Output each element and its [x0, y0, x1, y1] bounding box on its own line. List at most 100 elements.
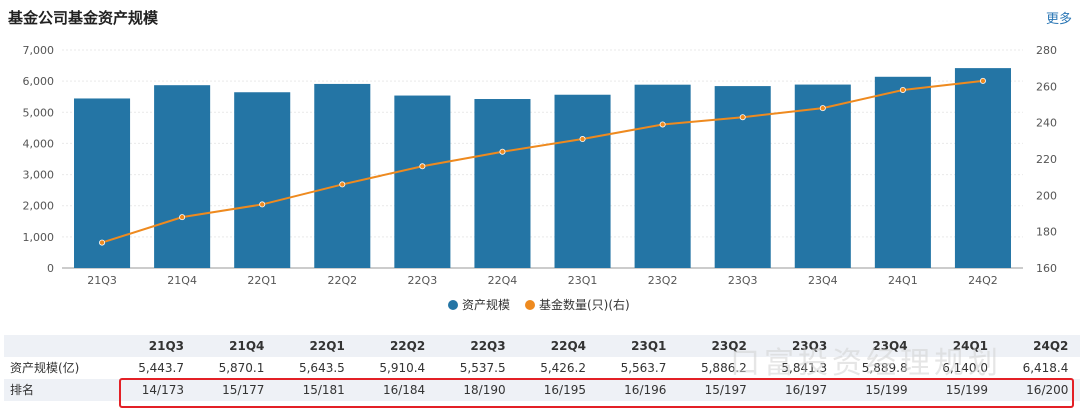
bar — [154, 85, 211, 268]
y-left-tick-label: 5,000 — [23, 106, 55, 119]
x-tick-label: 21Q3 — [87, 274, 117, 287]
watermark: 口富投资经理规划 — [730, 346, 1002, 381]
line-point — [899, 86, 906, 93]
line-point — [99, 239, 106, 246]
x-tick-label: 23Q3 — [728, 274, 758, 287]
table-row-asset: 资产规模(亿) 5,443.7 5,870.1 5,643.5 5,910.4 5,53… — [4, 357, 1080, 379]
y-left-tick-label: 3,000 — [23, 169, 55, 182]
bar — [394, 95, 451, 268]
table-cell: 18/190 — [463, 383, 506, 397]
table-header-cell: 23Q2 — [711, 339, 747, 353]
y-right-tick-label: 180 — [1036, 226, 1057, 239]
y-left-tick-label: 2,000 — [23, 200, 55, 213]
x-tick-label: 23Q4 — [808, 274, 838, 287]
y-left-tick-label: 0 — [47, 262, 54, 275]
table-cell: 15/199 — [865, 383, 908, 397]
line-point — [259, 201, 266, 208]
bar — [634, 84, 691, 268]
table-header-cell: 22Q3 — [470, 339, 506, 353]
table-cell: 16/196 — [624, 383, 667, 397]
table-header-cell: 23Q3 — [791, 339, 828, 353]
table-cell: 5,643.5 — [298, 361, 345, 375]
legend-marker-bar — [448, 300, 458, 310]
panel-title: 基金公司基金资产规模 — [8, 9, 159, 27]
y-left-tick-label: 7,000 — [23, 44, 55, 57]
legend-marker-line — [525, 300, 535, 310]
table-header-cell: 22Q4 — [550, 339, 586, 353]
x-tick-label: 22Q4 — [488, 274, 518, 287]
table-cell: 15/181 — [302, 383, 345, 397]
line-point — [819, 105, 826, 112]
table-cell: 5,841.3 — [781, 361, 828, 375]
bar — [474, 99, 531, 268]
table-cell: 16/184 — [382, 383, 426, 397]
x-tick-label: 22Q2 — [327, 274, 357, 287]
legend-label-line: 基金数量(只)(右) — [539, 297, 630, 312]
table-row-rank: 排名 14/173 15/177 15/181 16/184 18/190 16/195 1… — [4, 379, 1080, 401]
table-cell: 14/173 — [141, 383, 184, 397]
y-right-tick-label: 200 — [1036, 189, 1057, 202]
table-header-cell: 22Q1 — [309, 339, 345, 353]
line-point — [579, 136, 586, 143]
row-label-asset: 资产规模(亿) — [10, 361, 80, 375]
table-cell: 5,910.4 — [379, 361, 426, 375]
table-cell: 5,563.7 — [620, 361, 667, 375]
y-right-tick-label: 160 — [1036, 262, 1057, 275]
y-left-tick-label: 4,000 — [23, 137, 55, 150]
line-point — [499, 148, 506, 155]
table-cell: 6,140.0 — [942, 361, 988, 375]
table-cell: 16/200 — [1026, 383, 1069, 397]
table-cell: 5,886.2 — [700, 361, 747, 375]
line-point — [419, 163, 426, 170]
line-point — [179, 214, 186, 221]
line-point — [739, 114, 746, 121]
y-right-tick-label: 260 — [1036, 80, 1057, 93]
more-link[interactable]: 更多 — [1045, 12, 1072, 27]
table-header-cell: 24Q1 — [952, 339, 988, 353]
table-cell: 5,889.8 — [861, 361, 908, 375]
asset-scale-chart: 0 1,000 2,000 3,000 4,000 5,000 6,000 7,000 160 1… — [23, 44, 1058, 312]
panel-header: 基金公司基金资产规模 更多 — [0, 0, 1080, 32]
table-cell: 15/177 — [222, 383, 265, 397]
table-cell: 5,443.7 — [138, 361, 184, 375]
table-header-row: 21Q3 21Q4 22Q1 22Q2 22Q3 22Q4 23Q1 23Q2 23Q3 23Q4… — [4, 335, 1080, 357]
table-header-cell: 23Q1 — [631, 339, 667, 353]
bar — [234, 92, 291, 268]
bar — [314, 83, 371, 268]
table-cell: 5,537.5 — [459, 361, 506, 375]
table-cell: 15/199 — [945, 383, 988, 397]
x-tick-label: 23Q1 — [568, 274, 598, 287]
table-header-cell: 21Q4 — [229, 339, 265, 353]
y-left-tick-label: 1,000 — [23, 231, 55, 244]
table-cell: 16/195 — [543, 383, 586, 397]
y-right-tick-label: 220 — [1036, 153, 1057, 166]
bar — [554, 94, 611, 268]
bar — [714, 86, 771, 268]
x-tick-label: 24Q2 — [968, 274, 998, 287]
table-cell: 5,870.1 — [218, 361, 265, 375]
line-point — [339, 181, 346, 188]
x-tick-label: 21Q4 — [167, 274, 197, 287]
table-cell: 15/197 — [704, 383, 747, 397]
y-right-tick-label: 280 — [1036, 44, 1057, 57]
y-right-tick-label: 240 — [1036, 117, 1057, 130]
x-tick-label: 22Q1 — [247, 274, 277, 287]
table-header-cell: 24Q2 — [1033, 339, 1069, 353]
table-header-cell: 22Q2 — [389, 339, 426, 353]
table-cell: 16/197 — [784, 383, 828, 397]
line-series — [101, 79, 984, 244]
bar — [874, 76, 931, 268]
line-point — [659, 121, 666, 128]
table-cell: 5,426.2 — [540, 361, 586, 375]
bar — [954, 68, 1011, 268]
legend-label-bar: 资产规模 — [462, 297, 510, 312]
x-tick-label: 23Q2 — [648, 274, 678, 287]
rank-highlight-box — [119, 378, 1074, 408]
table-header-cell: 21Q3 — [148, 339, 184, 353]
table-header-cell: 23Q4 — [872, 339, 908, 353]
data-table: 21Q3 21Q4 22Q1 22Q2 22Q3 22Q4 23Q1 23Q2 23Q3 23Q4… — [4, 335, 1080, 401]
x-tick-label: 22Q3 — [408, 274, 438, 287]
bar — [794, 84, 851, 268]
x-tick-label: 24Q1 — [888, 274, 918, 287]
line-point — [979, 77, 986, 84]
